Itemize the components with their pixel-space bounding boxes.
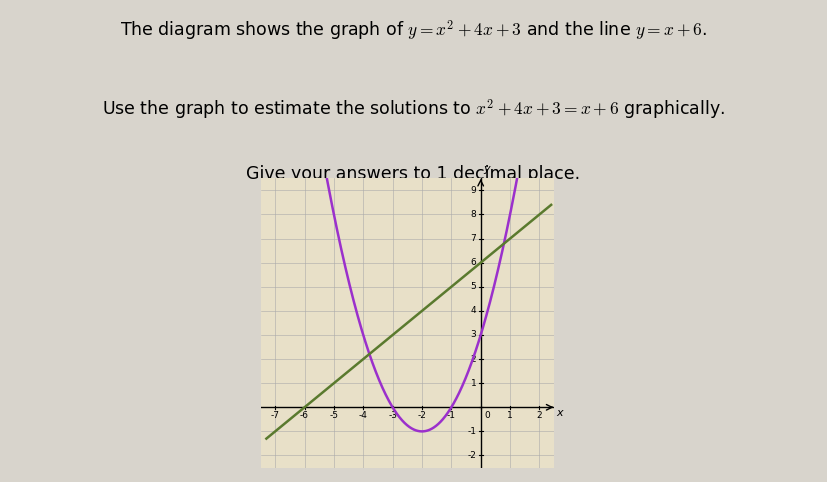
- Text: 9: 9: [471, 186, 476, 195]
- Text: $x$: $x$: [557, 408, 566, 418]
- Text: 8: 8: [471, 210, 476, 219]
- Text: 7: 7: [471, 234, 476, 243]
- Text: 3: 3: [471, 331, 476, 339]
- Text: -2: -2: [418, 411, 427, 420]
- Text: -3: -3: [388, 411, 397, 420]
- Text: $y$: $y$: [483, 164, 492, 176]
- Text: 2: 2: [471, 355, 476, 363]
- Text: -4: -4: [359, 411, 368, 420]
- Text: -1: -1: [447, 411, 456, 420]
- Text: 1: 1: [471, 379, 476, 388]
- Text: 4: 4: [471, 307, 476, 315]
- Text: -1: -1: [467, 427, 476, 436]
- Text: 6: 6: [471, 258, 476, 267]
- Text: -2: -2: [467, 451, 476, 460]
- Text: -7: -7: [270, 411, 280, 420]
- Text: 1: 1: [507, 411, 513, 420]
- Text: Use the graph to estimate the solutions to $x^2 + 4x + 3 = x + 6$ graphically.: Use the graph to estimate the solutions …: [102, 97, 725, 122]
- Text: 0: 0: [485, 411, 490, 420]
- Text: -6: -6: [300, 411, 309, 420]
- Text: The diagram shows the graph of $y = x^2 + 4x + 3$ and the line $y = x + 6$.: The diagram shows the graph of $y = x^2 …: [120, 19, 707, 43]
- Text: Give your answers to 1 decimal place.: Give your answers to 1 decimal place.: [246, 165, 581, 183]
- Text: 5: 5: [471, 282, 476, 291]
- Text: -5: -5: [329, 411, 338, 420]
- Text: 2: 2: [537, 411, 543, 420]
